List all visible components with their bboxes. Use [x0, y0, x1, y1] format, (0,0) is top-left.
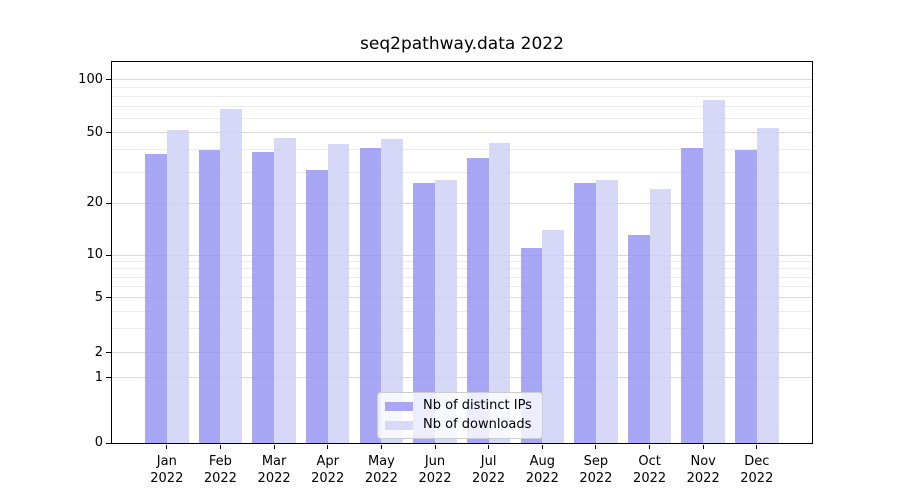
- x-tick-mark: [380, 445, 382, 449]
- y-tick-label: 100: [78, 71, 103, 87]
- gridline-minor: [112, 286, 812, 287]
- y-tick-label: 0: [94, 435, 103, 450]
- y-tick-mark: [106, 254, 111, 256]
- gridline-minor: [112, 276, 812, 278]
- gridline-major: [112, 352, 812, 354]
- bar-downloads-jan: [166, 129, 189, 443]
- x-tick-mark: [488, 445, 490, 449]
- x-tick-label: May 2022: [364, 454, 398, 486]
- gridline-minor: [112, 87, 812, 89]
- x-tick-mark: [166, 445, 168, 449]
- x-tick-label: Jun 2022: [418, 454, 452, 486]
- legend-swatch-downloads: [385, 420, 413, 430]
- x-tick-mark: [273, 445, 275, 449]
- bar-ips-nov: [681, 148, 704, 443]
- x-tick-mark: [219, 445, 221, 449]
- x-tick-mark: [649, 445, 651, 449]
- bar-downloads-may: [381, 139, 404, 443]
- bar-ips-dec: [735, 149, 757, 443]
- bar-ips-apr: [305, 169, 328, 443]
- bar-downloads-jul: [488, 142, 511, 443]
- gridline-minor: [112, 118, 812, 120]
- bar-downloads-apr: [327, 144, 350, 443]
- x-tick-mark: [595, 445, 597, 449]
- bar-ips-mar: [252, 151, 275, 443]
- x-tick-label: Sep 2022: [579, 454, 613, 486]
- y-tick-label: 1: [94, 369, 103, 385]
- bar-downloads-feb: [220, 109, 243, 443]
- x-tick-label: Jul 2022: [472, 454, 506, 486]
- gridline-major: [112, 254, 812, 256]
- legend-item-downloads: Nb of downloads: [385, 417, 532, 433]
- x-tick-label: Feb 2022: [203, 454, 237, 486]
- x-tick-mark: [434, 445, 436, 449]
- bar-downloads-aug: [542, 229, 565, 443]
- x-tick-label: Dec 2022: [740, 454, 774, 486]
- y-tick-label: 10: [86, 247, 103, 262]
- gridline-minor: [112, 327, 812, 329]
- x-tick-label: Nov 2022: [686, 454, 720, 486]
- gridline-major: [112, 377, 812, 378]
- gridline-major: [112, 202, 812, 204]
- bar-ips-jan: [145, 153, 167, 443]
- legend-label-downloads: Nb of downloads: [423, 417, 532, 432]
- y-tick-mark: [106, 297, 111, 299]
- y-tick-label: 50: [86, 124, 103, 140]
- x-tick-label: Aug 2022: [525, 454, 559, 486]
- x-tick-label: Jan 2022: [150, 454, 184, 486]
- y-tick-label: 20: [86, 195, 103, 211]
- y-tick-label: 2: [94, 344, 103, 360]
- x-tick-label: Mar 2022: [257, 454, 291, 486]
- x-tick-mark: [702, 445, 704, 449]
- bar-downloads-sep: [595, 180, 618, 443]
- gridline-major: [112, 132, 812, 134]
- legend-label-distinct-ips: Nb of distinct IPs: [423, 398, 532, 413]
- x-tick-label: Apr 2022: [311, 454, 345, 486]
- y-tick-label: 5: [94, 289, 103, 305]
- gridline-minor: [112, 96, 812, 98]
- bar-downloads-jun: [435, 180, 457, 443]
- plot-area: Nb of distinct IPs Nb of downloads: [111, 61, 813, 444]
- x-tick-mark: [541, 445, 543, 449]
- bar-ips-may: [359, 148, 382, 443]
- y-tick-mark: [106, 352, 111, 354]
- chart-title: seq2pathway.data 2022: [360, 34, 564, 54]
- legend-item-distinct-ips: Nb of distinct IPs: [385, 398, 532, 414]
- bar-ips-oct: [627, 235, 650, 443]
- gridline-major: [112, 297, 812, 299]
- gridline-minor: [112, 171, 812, 173]
- x-tick-mark: [756, 445, 758, 449]
- gridline-major: [112, 79, 812, 80]
- bar-ips-jul: [466, 158, 489, 443]
- gridline-minor: [112, 261, 812, 262]
- bar-downloads-oct: [649, 189, 672, 443]
- bar-downloads-nov: [703, 99, 725, 443]
- legend: Nb of distinct IPs Nb of downloads: [377, 392, 543, 439]
- gridline-minor: [112, 310, 812, 312]
- y-tick-mark: [106, 132, 111, 134]
- y-tick-mark: [106, 377, 111, 378]
- bar-ips-feb: [198, 149, 221, 443]
- bar-ips-jun: [413, 183, 435, 443]
- gridline-minor: [112, 106, 812, 108]
- gridline-minor: [112, 149, 812, 151]
- x-tick-mark: [327, 445, 329, 449]
- bar-downloads-dec: [756, 128, 779, 443]
- y-tick-mark: [106, 202, 111, 204]
- gridline-minor: [112, 268, 812, 270]
- bar-ips-sep: [574, 183, 596, 443]
- y-tick-mark: [106, 442, 111, 444]
- x-tick-label: Oct 2022: [633, 454, 667, 486]
- y-tick-mark: [106, 79, 111, 80]
- bar-downloads-mar: [274, 137, 296, 443]
- legend-swatch-distinct-ips: [385, 401, 413, 411]
